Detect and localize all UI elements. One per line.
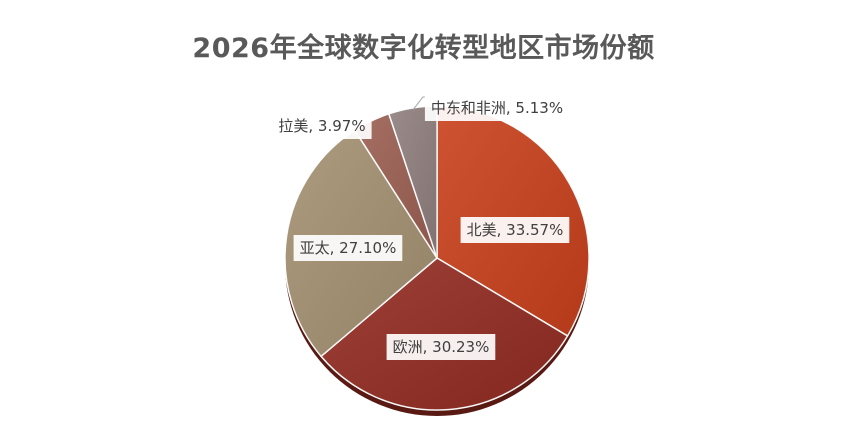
data-label-1: 北美, 33.57% [460,217,570,243]
data-label-text-1: 北美, 33.57% [467,221,564,239]
data-label-3: 亚太, 27.10% [293,235,403,261]
pie-slice-shade-5 [388,106,437,258]
data-label-5: 中东和非洲, 5.13% [424,95,570,121]
data-label-box-1 [460,217,570,243]
data-label-text-4: 拉美, 3.97% [278,117,365,135]
data-label-text-3: 亚太, 27.10% [300,239,397,257]
chart-title: 2026年全球数字化转型地区市场份额 [192,33,655,64]
data-label-box-3 [293,235,403,261]
data-label-box-4 [272,113,372,139]
data-label-box-5 [424,95,570,121]
data-label-text-2: 欧洲, 30.23% [393,338,490,356]
leader-line-5 [412,96,425,111]
data-label-4: 拉美, 3.97% [272,113,372,139]
pie-slice-shade-4 [354,113,437,258]
pie-slice-shade-2 [321,258,568,410]
data-label-box-2 [386,334,496,360]
data-label-2: 欧洲, 30.23% [386,334,496,360]
data-label-text-5: 中东和非洲, 5.13% [431,99,563,117]
